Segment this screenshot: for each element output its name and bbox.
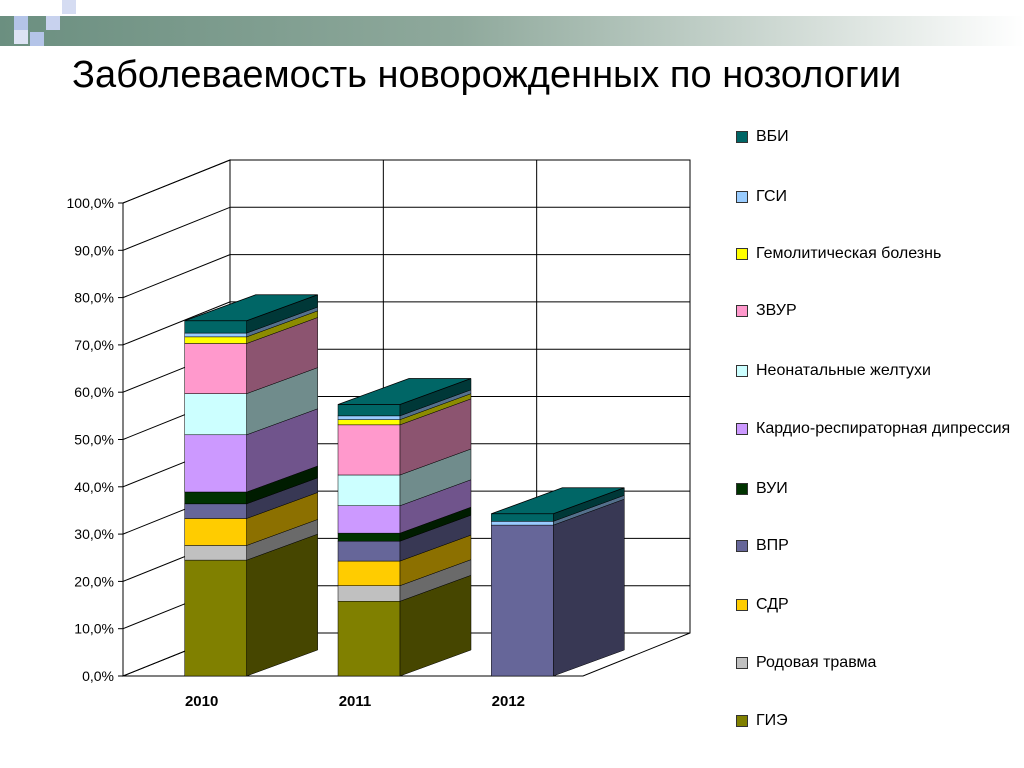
decor-square [62,0,76,14]
decor-square [46,16,60,30]
legend-swatch [736,191,748,203]
x-category-label: 2012 [492,693,525,710]
y-tick-label: 100,0% [67,195,114,211]
bar-segment [184,559,247,677]
bar-segment [184,491,247,505]
legend-swatch [736,248,748,260]
legend-label: ЗВУР [756,302,797,319]
bar-segment [337,415,401,420]
bar-segment [337,585,401,602]
legend-item: ГСИ [736,186,1016,208]
y-tick-label: 80,0% [74,290,114,306]
legend-label: ГСИ [756,188,787,205]
bar-segment [337,532,401,542]
x-category-label: 2010 [185,693,218,710]
legend-swatch [736,657,748,669]
legend-swatch [736,540,748,552]
y-tick-label: 0,0% [82,668,114,684]
bar-segment [491,521,554,526]
bar-segment [337,419,401,426]
bar-top-face [491,487,625,515]
legend-label: Гемолитическая болезнь [756,245,942,262]
decor-square [14,16,28,30]
bar-segment [337,424,401,476]
bar-segment [184,336,247,344]
legend-label: ГИЭ [756,712,788,729]
gridline-side [122,206,231,251]
bar-top-face [337,378,472,405]
y-tick-label: 70,0% [74,337,114,353]
gridline-side [122,254,231,299]
bar-segment [337,540,401,562]
header-band [0,16,1024,46]
bar-segment [337,505,401,534]
legend-item: ВУИ [736,478,1016,500]
bar-segment [337,601,401,677]
legend-item: ЗВУР [736,300,1016,322]
bar-segment [184,518,247,546]
page-title: Заболеваемость новорожденных по нозологи… [72,54,902,96]
legend-swatch [736,305,748,317]
x-category-label: 2011 [339,693,372,710]
bar-segment [337,560,401,586]
legend-swatch [736,715,748,727]
legend-item: Неонатальные желтухи [736,360,1016,382]
legend-item: ГИЭ [736,710,1016,732]
bar-segment [184,434,247,493]
bar-segment [337,404,401,417]
legend-item: Гемолитическая болезнь [736,243,1016,265]
legend-label: Неонатальные желтухи [756,362,931,379]
legend-swatch [736,131,748,143]
y-tick-label: 30,0% [74,526,114,542]
legend-label: Кардио-респираторная дипрессия [756,420,1011,437]
bar-top-face [184,294,318,322]
bar-segment-side [553,498,625,677]
legend-label: СДР [756,596,789,613]
bar-segment [184,343,247,394]
gridline-side [122,159,231,204]
bar-segment [337,474,401,506]
bar-segment [184,545,247,561]
legend-swatch [736,599,748,611]
bar-segment [184,332,247,338]
legend-swatch [736,423,748,435]
decor-square [30,32,44,46]
y-tick-label: 50,0% [74,432,114,448]
legend-label: ВБИ [756,128,789,145]
y-tick-label: 90,0% [74,242,114,258]
bar-segment [184,320,247,334]
decor-square [14,30,28,44]
legend-label: ВПР [756,537,789,554]
gridline-side [122,301,231,346]
legend-swatch [736,365,748,377]
legend-item: ВБИ [736,126,1016,148]
legend-item: ВПР [736,535,1016,557]
y-tick-label: 40,0% [74,479,114,495]
legend-label: Родовая травма [756,654,877,671]
y-tick-label: 60,0% [74,384,114,400]
legend-item: СДР [736,594,1016,616]
bar-segment [491,524,554,677]
y-tick-label: 10,0% [74,621,114,637]
bar-segment [184,503,247,519]
legend-swatch [736,483,748,495]
y-tick-label: 20,0% [74,573,114,589]
bar-segment [184,393,247,436]
legend-item: Кардио-респираторная дипрессия [736,418,1016,440]
bar-segment [491,513,554,522]
legend-item: Родовая травма [736,652,1016,674]
legend-label: ВУИ [756,480,788,497]
